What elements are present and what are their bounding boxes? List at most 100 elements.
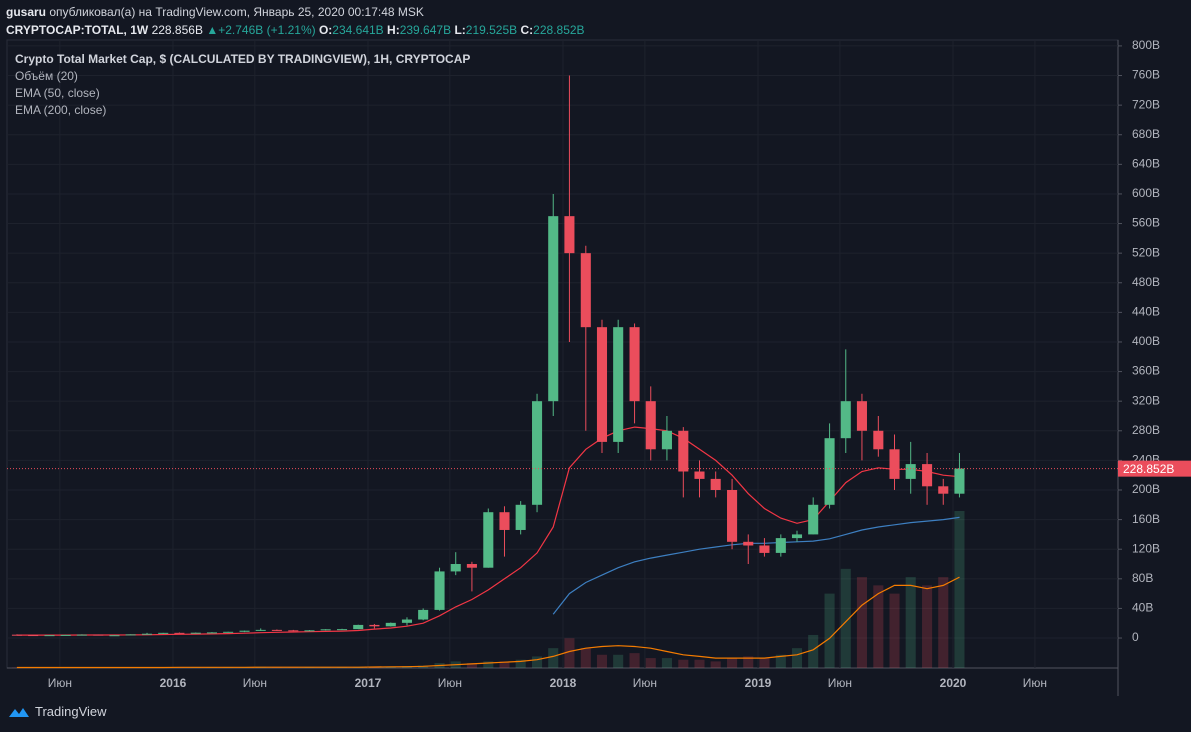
last-price-tag bbox=[1118, 460, 1191, 477]
candle-body bbox=[954, 468, 965, 494]
volume-bar bbox=[905, 577, 916, 668]
candle-body bbox=[596, 327, 608, 442]
candle-body bbox=[532, 401, 543, 505]
x-tick-label: 2019 bbox=[745, 676, 772, 690]
candle-body bbox=[125, 634, 136, 636]
last-price-label: 228.852B bbox=[1123, 462, 1174, 476]
volume-bar bbox=[889, 593, 900, 668]
y-tick-label: 320B bbox=[1132, 393, 1160, 407]
y-tick-label: 440B bbox=[1132, 305, 1160, 319]
candle-body bbox=[255, 629, 266, 631]
volume-bar bbox=[791, 648, 803, 668]
volume-bar bbox=[840, 568, 851, 668]
overlay-lines bbox=[16, 426, 960, 669]
volume-bar bbox=[856, 577, 867, 668]
x-tick-label: 2018 bbox=[550, 676, 577, 690]
chart: 040B80B120B160B200B240B280B320B360B400B4… bbox=[6, 38, 1191, 696]
y-tick-label: 0 bbox=[1132, 630, 1139, 644]
publish-line: gusaru опубликовал(а) на TradingView.com… bbox=[6, 3, 585, 21]
publisher: gusaru bbox=[6, 5, 47, 19]
symbol: CRYPTOCAP:TOTAL, 1W bbox=[6, 23, 149, 37]
candle-body bbox=[938, 486, 949, 494]
candle-body bbox=[808, 504, 819, 535]
candle-body bbox=[743, 541, 754, 546]
candle-body bbox=[548, 216, 559, 402]
grid bbox=[7, 40, 1118, 668]
y-tick-label: 480B bbox=[1132, 275, 1160, 289]
volume-bar bbox=[678, 659, 689, 668]
candle-body bbox=[158, 632, 169, 634]
candle-body bbox=[44, 635, 55, 637]
volume-ma-line bbox=[16, 576, 960, 669]
ema-line bbox=[16, 426, 960, 636]
candle-body bbox=[223, 631, 234, 633]
footer: TradingView bbox=[8, 704, 107, 719]
candle-body bbox=[840, 401, 851, 439]
candle-body bbox=[922, 464, 933, 487]
candle-body bbox=[759, 545, 770, 553]
x-tick-label: Июн bbox=[1023, 676, 1047, 690]
candle-body bbox=[401, 619, 413, 623]
candle-body bbox=[515, 504, 526, 530]
candle-body bbox=[483, 512, 494, 568]
volume-bar bbox=[596, 654, 608, 668]
y-tick-label: 680B bbox=[1132, 127, 1160, 141]
volume-bar bbox=[645, 658, 656, 668]
volume-bar bbox=[499, 661, 510, 668]
ohlc-value: 234.641B bbox=[332, 23, 384, 37]
candle-body bbox=[190, 632, 201, 634]
y-tick-label: 560B bbox=[1132, 216, 1160, 230]
candle-body bbox=[905, 464, 916, 479]
published: опубликовал(а) на TradingView.com, Январ… bbox=[49, 5, 424, 19]
y-tick-label: 280B bbox=[1132, 423, 1160, 437]
candle-body bbox=[710, 478, 721, 490]
x-tick-label: 2016 bbox=[160, 676, 187, 690]
y-tick-label: 360B bbox=[1132, 364, 1160, 378]
volume-bar bbox=[564, 638, 575, 668]
quote-line: CRYPTOCAP:TOTAL, 1W 228.856B ▲+2.746B (+… bbox=[6, 21, 585, 39]
candle-body bbox=[564, 216, 575, 254]
candle-body bbox=[271, 629, 282, 631]
axes: 040B80B120B160B200B240B280B320B360B400B4… bbox=[7, 38, 1191, 690]
y-tick-label: 160B bbox=[1132, 512, 1160, 526]
candle-body bbox=[320, 629, 331, 631]
volume-bar bbox=[548, 648, 559, 668]
x-tick-label: 2017 bbox=[355, 676, 382, 690]
candle-body bbox=[206, 632, 217, 634]
volume-bar bbox=[661, 658, 672, 668]
y-tick-label: 600B bbox=[1132, 186, 1160, 200]
candle-body bbox=[613, 327, 624, 442]
volume-bar bbox=[938, 577, 949, 668]
candle-body bbox=[434, 571, 445, 610]
last: 228.856B bbox=[151, 23, 203, 37]
change: +2.746B (+1.21%) bbox=[218, 23, 316, 37]
volume-bar bbox=[808, 634, 819, 668]
candle-body bbox=[856, 401, 867, 431]
candle-body bbox=[353, 624, 364, 630]
volume-bar bbox=[580, 648, 591, 668]
legend-volume: Объём (20) bbox=[15, 69, 78, 83]
volume-bar bbox=[532, 656, 543, 668]
x-tick-label: Июн bbox=[243, 676, 267, 690]
candle-body bbox=[304, 630, 315, 632]
candle-body bbox=[239, 630, 250, 632]
volume-bar bbox=[694, 659, 705, 668]
candle-body bbox=[580, 253, 591, 328]
volume-bar bbox=[466, 663, 477, 668]
candle-body bbox=[727, 489, 738, 542]
candle-body bbox=[889, 449, 900, 479]
candle-body bbox=[369, 624, 380, 627]
candle-body bbox=[791, 534, 803, 539]
x-tick-label: Июн bbox=[633, 676, 657, 690]
candle-body bbox=[418, 609, 429, 620]
volume-bar bbox=[873, 585, 884, 668]
candle-body bbox=[645, 401, 656, 450]
y-tick-label: 800B bbox=[1132, 38, 1160, 52]
candle-body bbox=[385, 622, 396, 627]
candle-body bbox=[174, 632, 185, 634]
y-tick-label: 40B bbox=[1132, 601, 1153, 615]
y-tick-label: 80B bbox=[1132, 571, 1153, 585]
y-tick-label: 640B bbox=[1132, 157, 1160, 171]
y-tick-label: 520B bbox=[1132, 245, 1160, 259]
volume-pane bbox=[11, 511, 965, 668]
